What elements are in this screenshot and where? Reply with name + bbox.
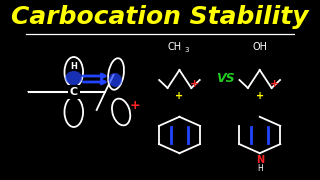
FancyArrowPatch shape xyxy=(83,80,105,84)
Text: +: + xyxy=(190,79,199,89)
Text: VS: VS xyxy=(216,71,235,84)
Text: OH: OH xyxy=(252,42,267,52)
Ellipse shape xyxy=(65,71,82,85)
Text: +: + xyxy=(256,91,264,101)
FancyArrowPatch shape xyxy=(83,74,105,78)
Text: H: H xyxy=(70,62,77,71)
Text: +: + xyxy=(175,91,183,101)
Text: H: H xyxy=(257,164,263,173)
Text: CH: CH xyxy=(167,42,181,52)
Ellipse shape xyxy=(108,73,122,87)
Text: +: + xyxy=(129,98,140,111)
Text: C: C xyxy=(70,87,78,97)
Text: +: + xyxy=(270,79,280,89)
Text: 3: 3 xyxy=(185,47,189,53)
Text: N: N xyxy=(256,155,264,165)
Text: Carbocation Stability: Carbocation Stability xyxy=(11,5,309,29)
Text: −: − xyxy=(26,85,37,99)
